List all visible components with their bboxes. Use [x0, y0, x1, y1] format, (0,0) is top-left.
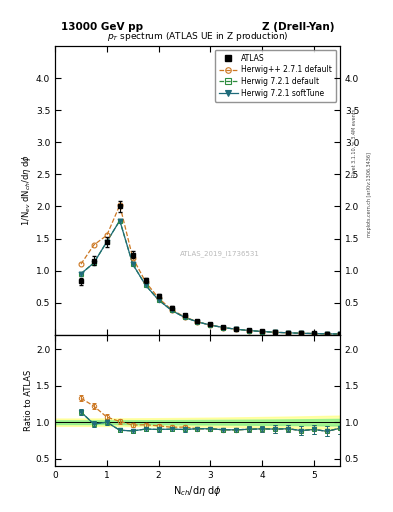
- Text: 13000 GeV pp: 13000 GeV pp: [61, 22, 143, 32]
- Text: ATLAS_2019_I1736531: ATLAS_2019_I1736531: [180, 250, 260, 257]
- Y-axis label: 1/N$_{ev}$ dN$_{ch}$/d$\eta$ d$\phi$: 1/N$_{ev}$ dN$_{ch}$/d$\eta$ d$\phi$: [20, 155, 33, 226]
- X-axis label: N$_{ch}$/d$\eta$ d$\phi$: N$_{ch}$/d$\eta$ d$\phi$: [173, 484, 222, 498]
- Text: $p_T$ spectrum (ATLAS UE in Z production): $p_T$ spectrum (ATLAS UE in Z production…: [107, 30, 288, 43]
- Y-axis label: Ratio to ATLAS: Ratio to ATLAS: [24, 370, 33, 431]
- Text: mcplots.cern.ch [arXiv:1306.3436]: mcplots.cern.ch [arXiv:1306.3436]: [367, 152, 373, 237]
- Legend: ATLAS, Herwig++ 2.7.1 default, Herwig 7.2.1 default, Herwig 7.2.1 softTune: ATLAS, Herwig++ 2.7.1 default, Herwig 7.…: [215, 50, 336, 101]
- Text: Z (Drell-Yan): Z (Drell-Yan): [262, 22, 334, 32]
- Text: Rivet 3.1.10, ≥ 3.4M events: Rivet 3.1.10, ≥ 3.4M events: [352, 109, 357, 178]
